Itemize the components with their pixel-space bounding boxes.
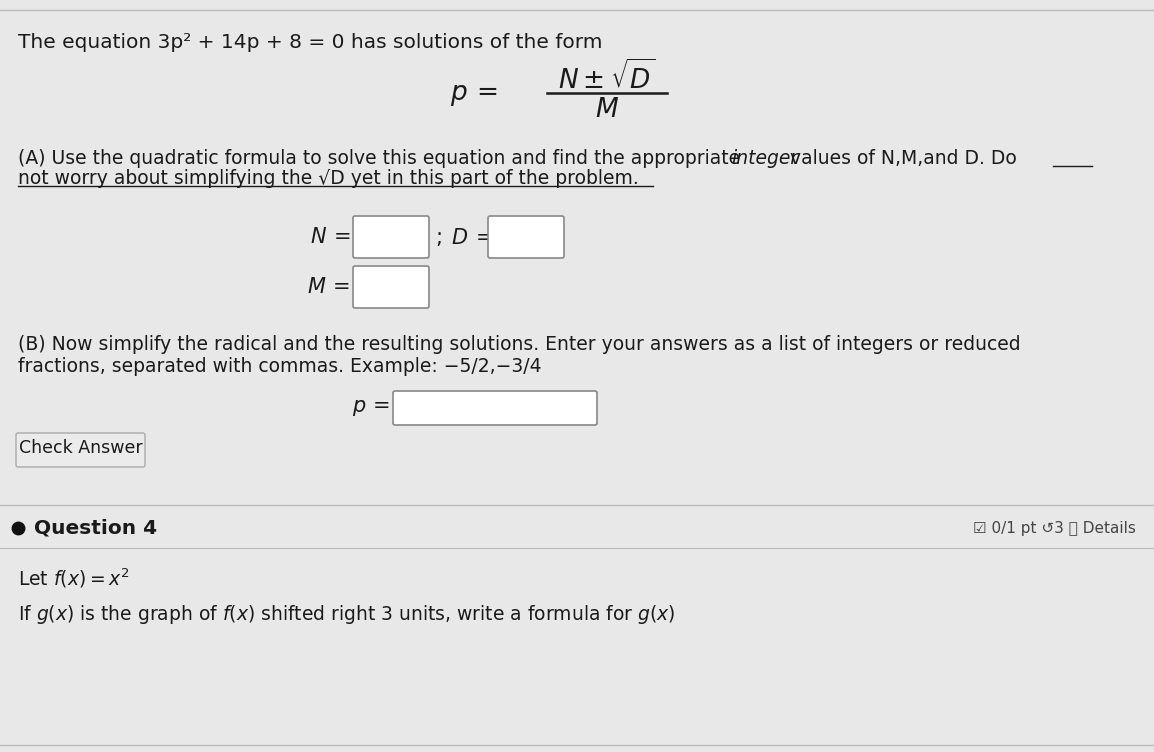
Text: $;\;D\,=$: $;\;D\,=$ [435, 226, 493, 248]
Text: $p\,=$: $p\,=$ [450, 82, 497, 108]
FancyBboxPatch shape [488, 216, 564, 258]
Text: $p\,=$: $p\,=$ [352, 398, 390, 418]
Text: $M$: $M$ [595, 97, 619, 123]
Text: $N \pm \sqrt{D}$: $N \pm \sqrt{D}$ [559, 61, 655, 96]
Text: Question 4: Question 4 [33, 518, 157, 538]
FancyBboxPatch shape [353, 266, 429, 308]
Text: Let $f(x) = x^2$: Let $f(x) = x^2$ [18, 566, 129, 590]
Text: (B) Now simplify the radical and the resulting solutions. Enter your answers as : (B) Now simplify the radical and the res… [18, 335, 1020, 354]
Text: values of N,M,and D. Do: values of N,M,and D. Do [784, 148, 1017, 168]
Text: $N\,=$: $N\,=$ [309, 227, 350, 247]
Text: integer: integer [730, 148, 799, 168]
Text: The equation 3p² + 14p + 8 = 0 has solutions of the form: The equation 3p² + 14p + 8 = 0 has solut… [18, 32, 602, 51]
Text: If $g(x)$ is the graph of $f(x)$ shifted right 3 units, write a formula for $g(x: If $g(x)$ is the graph of $f(x)$ shifted… [18, 602, 675, 626]
Text: $M\,=$: $M\,=$ [307, 277, 350, 297]
Text: Check Answer: Check Answer [18, 439, 142, 457]
FancyBboxPatch shape [394, 391, 597, 425]
Text: (A) Use the quadratic formula to solve this equation and find the appropriate: (A) Use the quadratic formula to solve t… [18, 148, 747, 168]
Text: ☑ 0/1 pt ↺3 ⓘ Details: ☑ 0/1 pt ↺3 ⓘ Details [973, 520, 1136, 535]
Text: fractions, separated with commas. Example: −5/2,−3/4: fractions, separated with commas. Exampl… [18, 357, 541, 377]
Text: not worry about simplifying the √D yet in this part of the problem.: not worry about simplifying the √D yet i… [18, 168, 639, 187]
FancyBboxPatch shape [16, 433, 145, 467]
FancyBboxPatch shape [353, 216, 429, 258]
